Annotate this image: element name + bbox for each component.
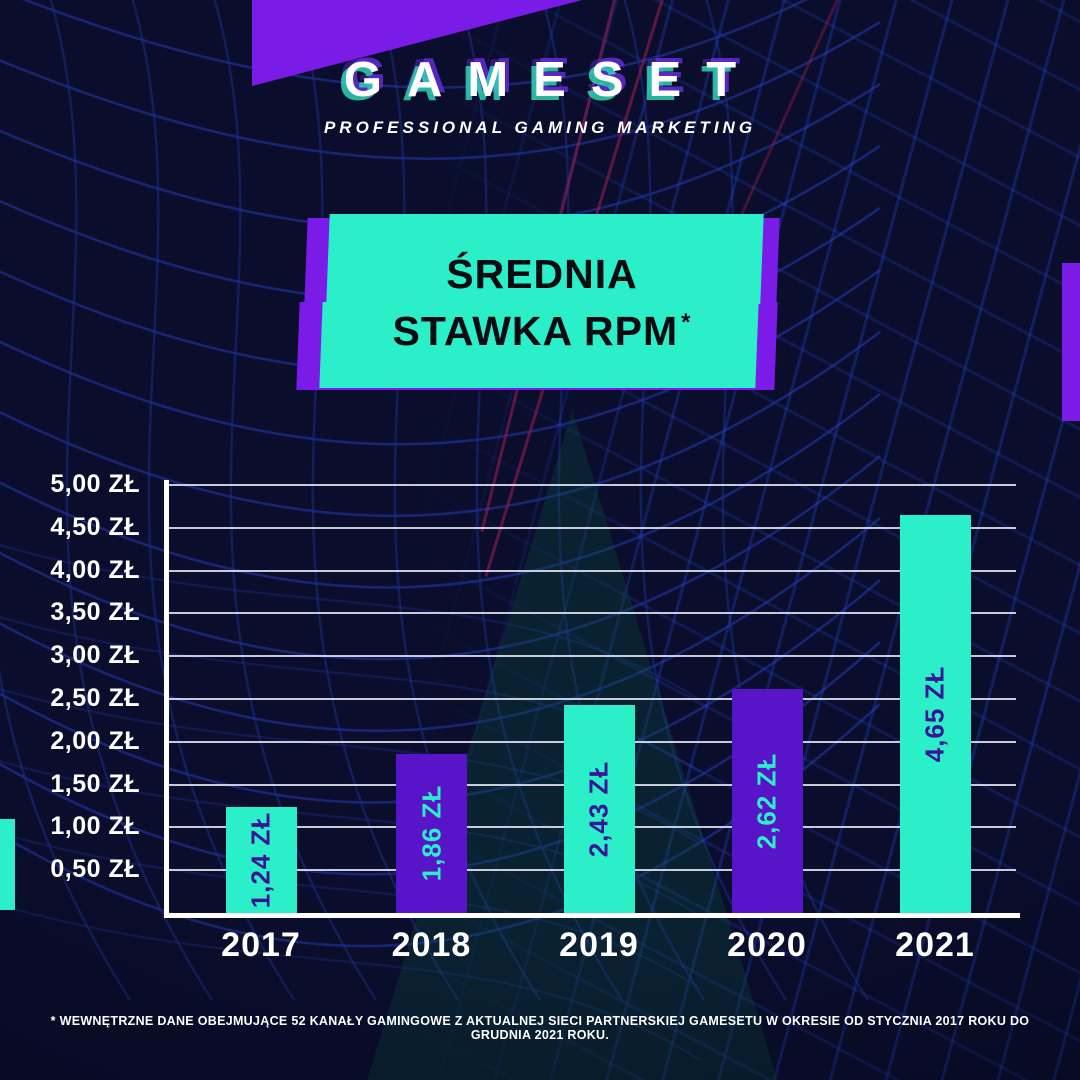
x-axis-tick-label: 2021 bbox=[895, 926, 975, 964]
y-axis-tick-label: 1,50 ZŁ bbox=[50, 769, 140, 798]
y-axis-tick-label: 3,50 ZŁ bbox=[50, 598, 140, 627]
y-axis-tick-label: 4,00 ZŁ bbox=[50, 555, 140, 584]
x-axis-tick-label: 2018 bbox=[391, 926, 472, 964]
x-axis-tick-label: 2020 bbox=[727, 926, 807, 964]
y-axis-line bbox=[164, 480, 169, 917]
y-axis-tick-label: 4,50 ZŁ bbox=[50, 512, 140, 541]
bar-value-label: 2,62 ZŁ bbox=[751, 752, 782, 850]
footnote-text: * WEWNĘTRZNE DANE OBEJMUJĄCE 52 KANAŁY G… bbox=[50, 1014, 1030, 1042]
y-axis-tick-label: 3,00 ZŁ bbox=[50, 641, 140, 670]
x-axis-line bbox=[164, 913, 1020, 918]
y-gridline bbox=[168, 484, 1016, 486]
y-axis-tick-label: 5,00 ZŁ bbox=[50, 470, 140, 498]
x-axis-tick-label: 2017 bbox=[221, 926, 301, 964]
bar-value-label: 1,24 ZŁ bbox=[245, 811, 276, 909]
bar-value-label: 1,86 ZŁ bbox=[416, 785, 446, 882]
bar-value-label: 2,43 ZŁ bbox=[583, 760, 614, 858]
y-gridline bbox=[168, 612, 1016, 615]
bar-value-label: 4,65 ZŁ bbox=[919, 665, 950, 763]
y-axis-tick-label: 0,50 ZŁ bbox=[50, 855, 140, 884]
y-gridline bbox=[168, 698, 1016, 700]
y-axis-tick-label: 1,00 ZŁ bbox=[50, 812, 140, 841]
y-gridline bbox=[168, 569, 1016, 572]
y-gridline bbox=[168, 526, 1016, 529]
x-axis-tick-label: 2019 bbox=[559, 926, 639, 964]
y-axis-tick-label: 2,50 ZŁ bbox=[50, 684, 140, 712]
y-axis-tick-label: 2,00 ZŁ bbox=[50, 726, 140, 755]
y-gridline bbox=[168, 655, 1016, 658]
